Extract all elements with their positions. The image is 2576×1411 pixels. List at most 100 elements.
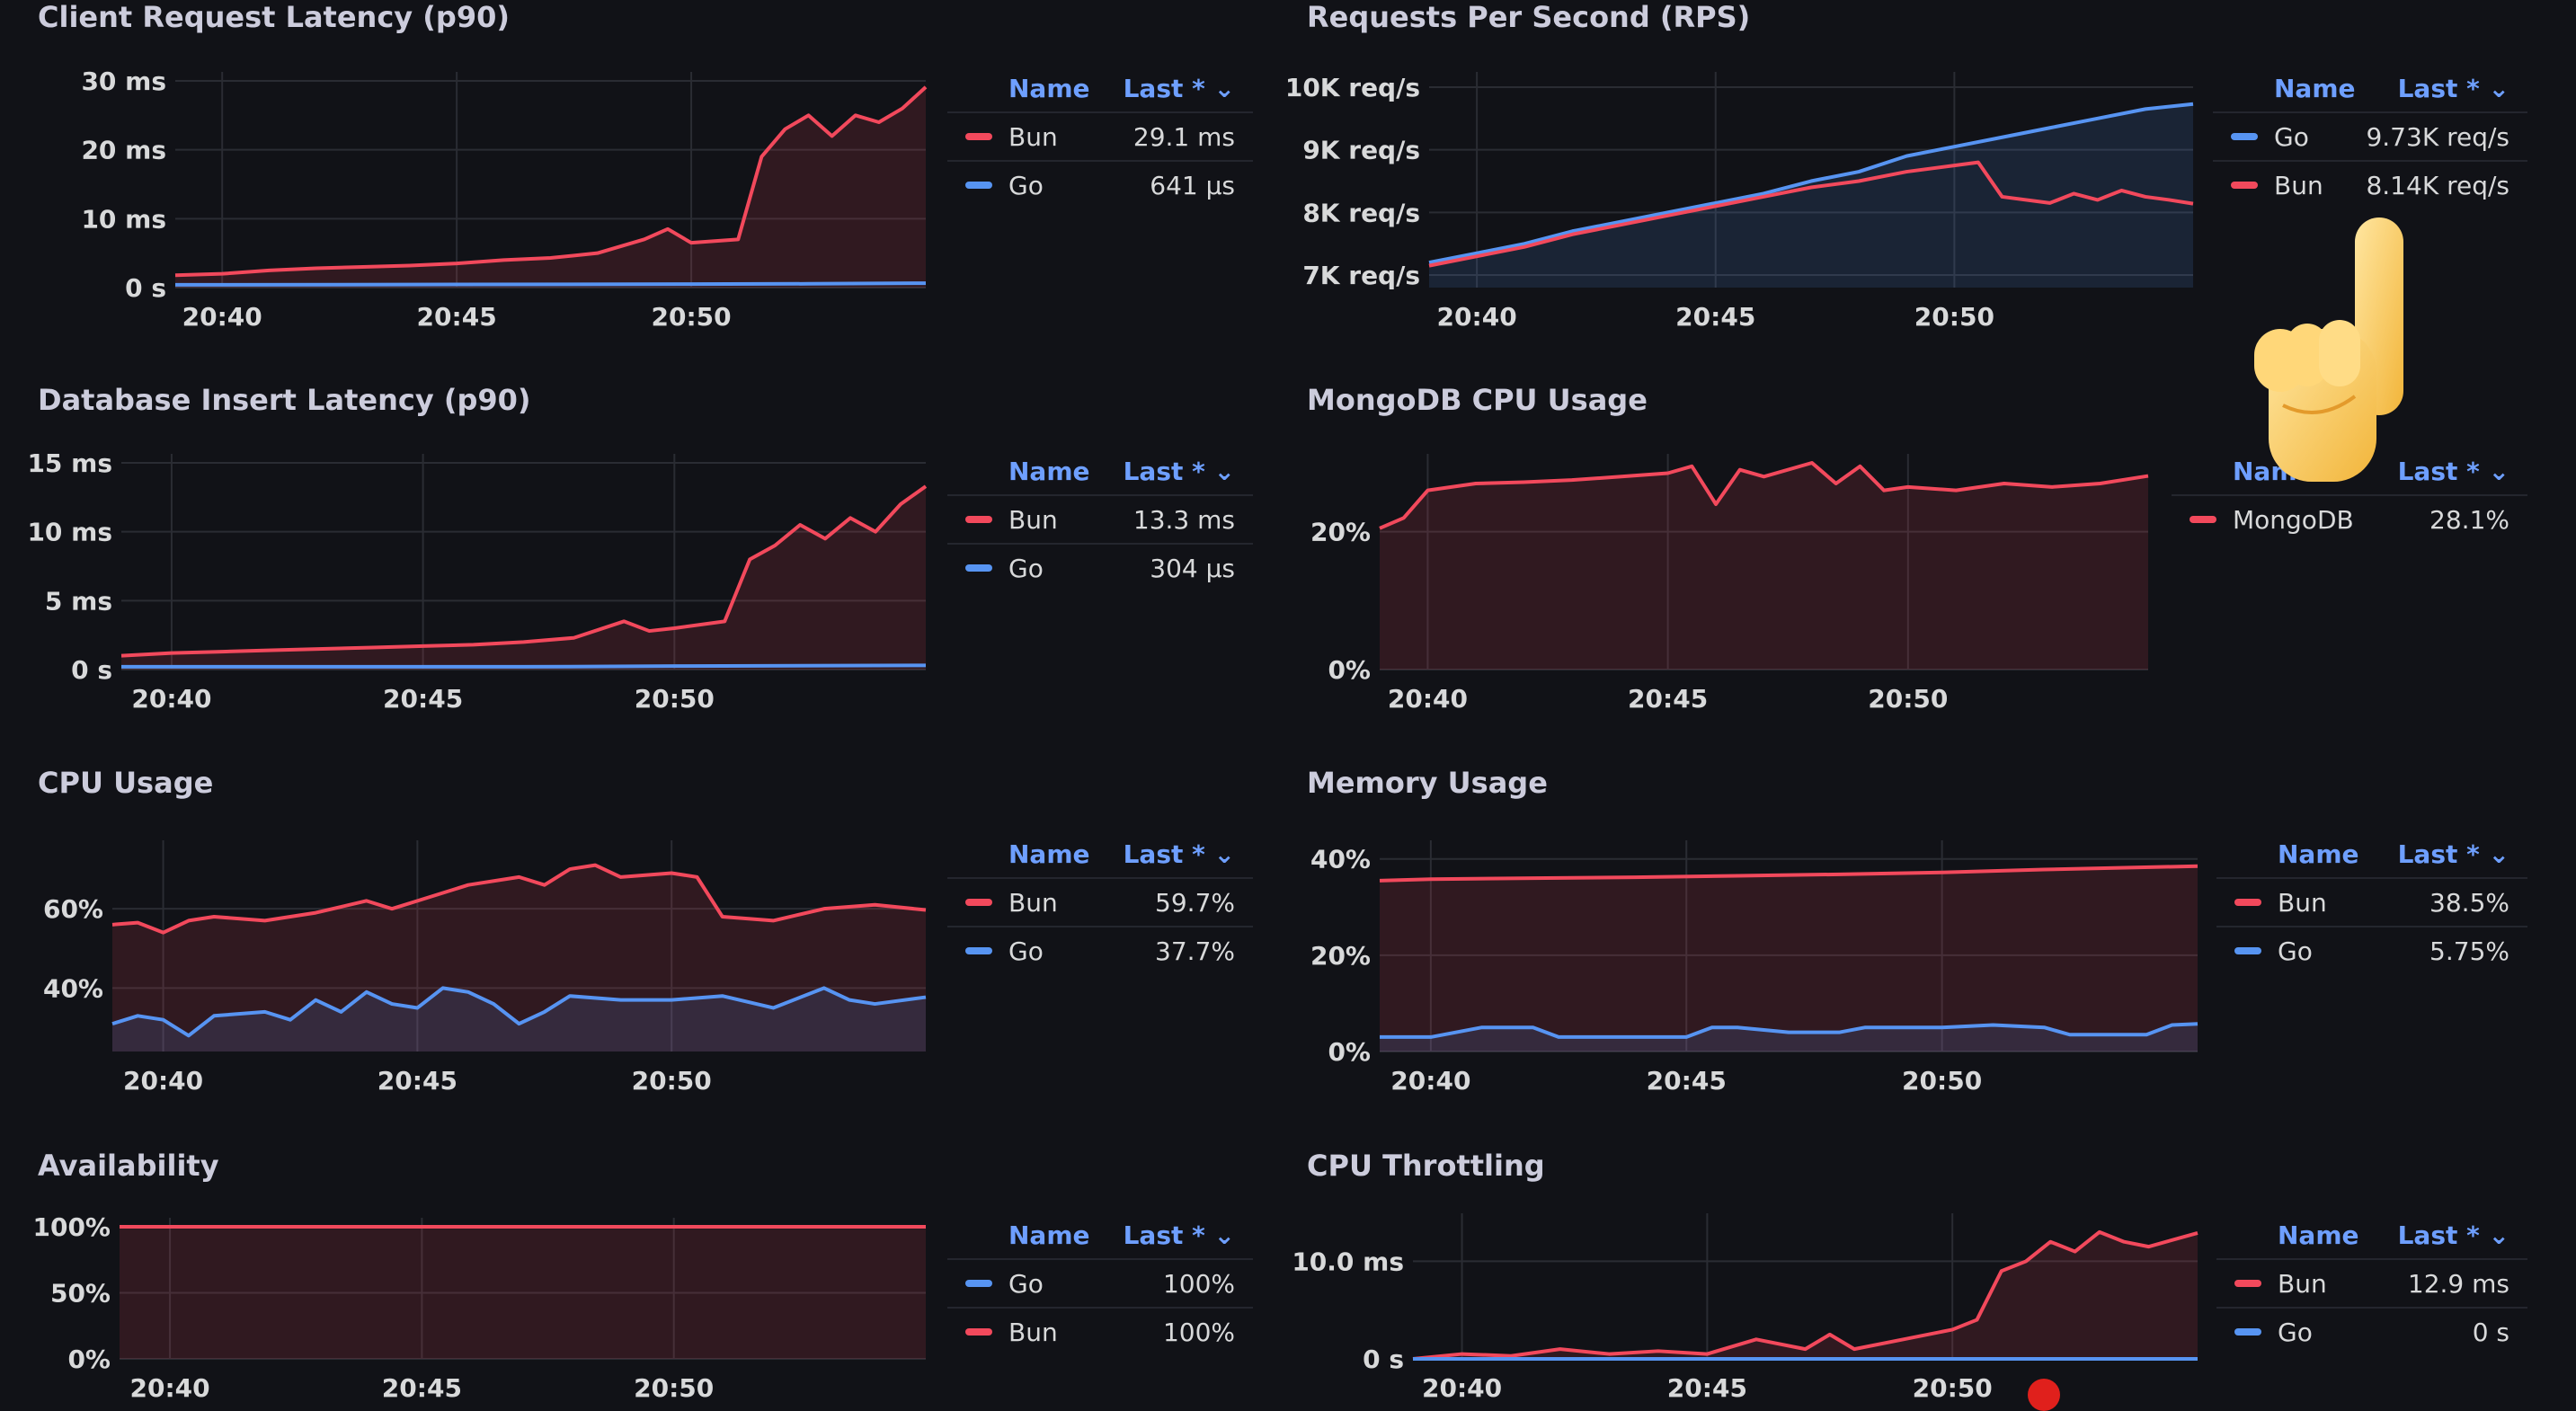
legend-header: Name Last * ⌄ bbox=[2216, 830, 2527, 877]
legend-last-sort-header[interactable]: Last * bbox=[1123, 73, 1205, 103]
legend-item-bun[interactable]: Bun 59.7% bbox=[947, 877, 1253, 926]
legend-series-last-value: 59.7% bbox=[1155, 887, 1235, 918]
legend-item-bun[interactable]: Bun 38.5% bbox=[2216, 877, 2527, 926]
x-tick-label: 20:45 bbox=[1647, 1066, 1727, 1096]
series-area-bun bbox=[112, 865, 926, 1052]
panel-title[interactable]: CPU Usage bbox=[38, 766, 214, 800]
series-color-swatch bbox=[2231, 182, 2258, 189]
legend-last-sort-header[interactable]: Last * bbox=[2397, 839, 2480, 869]
legend-name-header[interactable]: Name bbox=[2278, 1220, 2359, 1250]
legend-item-go[interactable]: Go 37.7% bbox=[947, 926, 1253, 974]
chevron-down-icon: ⌄ bbox=[2479, 73, 2509, 103]
y-tick-label: 100% bbox=[32, 1212, 111, 1242]
legend-name-header[interactable]: Name bbox=[2274, 73, 2356, 103]
legend-series-last-value: 641 µs bbox=[1150, 170, 1235, 200]
series-line-go bbox=[1380, 1022, 2198, 1039]
series-color-swatch bbox=[2234, 1280, 2261, 1287]
y-tick-label: 8K req/s bbox=[1302, 198, 1420, 227]
y-tick-label: 7K req/s bbox=[1302, 261, 1420, 290]
panel-title[interactable]: Database Insert Latency (p90) bbox=[38, 383, 531, 417]
legend-item-bun[interactable]: Bun 8.14K req/s bbox=[2213, 160, 2527, 209]
panel-title[interactable]: Availability bbox=[38, 1149, 219, 1183]
series-line-bun bbox=[174, 85, 928, 278]
legend-item-go[interactable]: Go 304 µs bbox=[947, 543, 1253, 591]
x-tick-label: 20:50 bbox=[1902, 1066, 1982, 1096]
x-tick-label: 20:40 bbox=[1390, 1066, 1470, 1096]
panel-title[interactable]: Memory Usage bbox=[1307, 766, 1548, 800]
y-tick-label: 0 s bbox=[1363, 1344, 1404, 1374]
legend-last-sort-header[interactable]: Last * bbox=[1123, 456, 1205, 486]
series-line-go bbox=[1428, 102, 2194, 265]
series-color-swatch bbox=[965, 182, 992, 189]
legend-name-header[interactable]: Name bbox=[1008, 839, 1090, 869]
x-tick-label: 20:45 bbox=[378, 1066, 457, 1096]
legend-header: Name Last * ⌄ bbox=[947, 65, 1253, 111]
legend-mongodb-cpu-usage: Name Last * ⌄ MongoDB 28.1% bbox=[2172, 448, 2527, 543]
panel-title[interactable]: Client Request Latency (p90) bbox=[38, 0, 510, 34]
panel-title[interactable]: CPU Throttling bbox=[1307, 1149, 1545, 1183]
legend-last-sort-header[interactable]: Last * bbox=[2397, 456, 2480, 486]
x-tick-label: 20:40 bbox=[131, 684, 211, 714]
legend-item-go[interactable]: Go 0 s bbox=[2216, 1307, 2527, 1355]
legend-series-last-value: 13.3 ms bbox=[1133, 504, 1235, 535]
legend-name-header[interactable]: Name bbox=[2278, 839, 2359, 869]
y-tick-label: 10.0 ms bbox=[1292, 1247, 1404, 1276]
legend-header: Name Last * ⌄ bbox=[947, 1211, 1253, 1258]
x-tick-label: 20:50 bbox=[651, 302, 731, 332]
legend-item-bun[interactable]: Bun 100% bbox=[947, 1307, 1253, 1355]
legend-item-bun[interactable]: Bun 13.3 ms bbox=[947, 494, 1253, 543]
legend-series-name: MongoDB bbox=[2233, 504, 2354, 535]
legend-item-bun[interactable]: Bun 29.1 ms bbox=[947, 111, 1253, 160]
y-tick-label: 10K req/s bbox=[1285, 73, 1420, 102]
legend-item-go[interactable]: Go 5.75% bbox=[2216, 926, 2527, 974]
y-tick-label: 0 s bbox=[71, 655, 112, 685]
legend-series-last-value: 38.5% bbox=[2429, 887, 2509, 918]
x-tick-label: 20:40 bbox=[1437, 302, 1517, 332]
legend-series-name: Go bbox=[1008, 553, 1044, 583]
y-tick-label: 40% bbox=[43, 973, 103, 1003]
legend-name-header[interactable]: Name bbox=[1008, 1220, 1090, 1250]
legend-last-sort-header[interactable]: Last * bbox=[2397, 1220, 2480, 1250]
series-area-bun bbox=[120, 1227, 926, 1359]
legend-item-mongodb[interactable]: MongoDB 28.1% bbox=[2172, 494, 2527, 543]
panel-title[interactable]: MongoDB CPU Usage bbox=[1307, 383, 1648, 417]
panel-title[interactable]: Requests Per Second (RPS) bbox=[1307, 0, 1751, 34]
legend-item-go[interactable]: Go 641 µs bbox=[947, 160, 1253, 209]
legend-series-name: Go bbox=[1008, 1268, 1044, 1299]
series-line-go bbox=[111, 986, 927, 1038]
x-tick-label: 20:40 bbox=[1422, 1373, 1502, 1403]
legend-series-last-value: 29.1 ms bbox=[1133, 121, 1235, 152]
x-tick-label: 20:45 bbox=[382, 1373, 462, 1403]
y-tick-label: 10 ms bbox=[81, 204, 166, 234]
legend-item-go[interactable]: Go 100% bbox=[947, 1258, 1253, 1307]
series-area-mongodb bbox=[1380, 463, 2148, 670]
y-tick-label: 30 ms bbox=[81, 67, 166, 96]
legend-item-bun[interactable]: Bun 12.9 ms bbox=[2216, 1258, 2527, 1307]
y-tick-label: 15 ms bbox=[27, 448, 112, 478]
legend-name-header[interactable]: Name bbox=[1008, 456, 1090, 486]
legend-name-header[interactable]: Name bbox=[1008, 73, 1090, 103]
chevron-down-icon: ⌄ bbox=[2479, 456, 2509, 486]
chevron-down-icon: ⌄ bbox=[1204, 73, 1235, 103]
series-color-swatch bbox=[2231, 133, 2258, 140]
x-tick-label: 20:45 bbox=[1628, 684, 1708, 714]
legend-item-go[interactable]: Go 9.73K req/s bbox=[2213, 111, 2527, 160]
legend-memory-usage: Name Last * ⌄ Bun 38.5% Go 5.75% bbox=[2216, 830, 2527, 974]
chevron-down-icon: ⌄ bbox=[1204, 456, 1235, 486]
legend-series-last-value: 28.1% bbox=[2429, 504, 2509, 535]
legend-last-sort-header[interactable]: Last * bbox=[1123, 839, 1205, 869]
legend-header: Name Last * ⌄ bbox=[2216, 1211, 2527, 1258]
legend-series-name: Bun bbox=[2278, 887, 2327, 918]
series-color-swatch bbox=[2234, 899, 2261, 906]
legend-header: Name Last * ⌄ bbox=[2213, 65, 2527, 111]
chevron-down-icon: ⌄ bbox=[2479, 839, 2509, 869]
series-line-bun bbox=[1412, 1229, 2198, 1361]
y-tick-label: 40% bbox=[1310, 845, 1371, 874]
legend-last-sort-header[interactable]: Last * bbox=[2397, 73, 2480, 103]
legend-series-name: Bun bbox=[2274, 170, 2323, 200]
y-tick-label: 9K req/s bbox=[1302, 136, 1420, 165]
legend-last-sort-header[interactable]: Last * bbox=[1123, 1220, 1205, 1250]
